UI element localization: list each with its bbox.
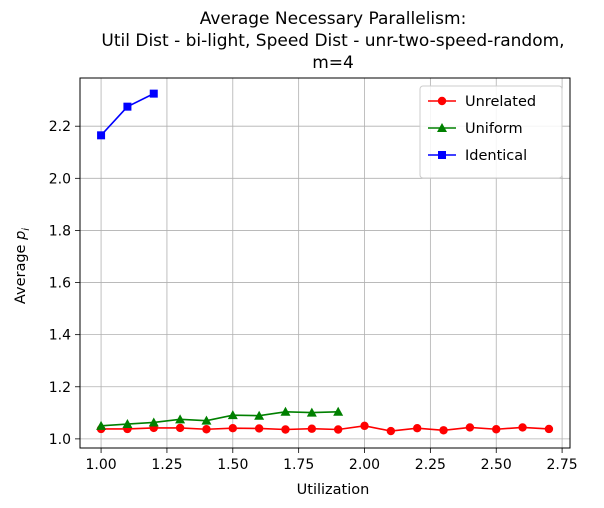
data-point-uniform <box>333 406 344 416</box>
legend-item-unrelated: Unrelated <box>428 94 536 110</box>
data-point-unrelated <box>281 425 290 434</box>
y-axis-label: Average pi <box>13 228 32 304</box>
x-tick-label: 2.75 <box>547 457 578 473</box>
series-line-identical <box>100 92 155 136</box>
x-tick-label: 1.25 <box>151 457 182 473</box>
legend-marker-unrelated <box>437 96 447 106</box>
chart-title-line-1: Average Necessary Parallelism: <box>200 9 467 29</box>
x-tick-label: 1.50 <box>217 457 248 473</box>
data-point-unrelated <box>175 423 185 433</box>
y-tick-label: 1.6 <box>49 276 71 292</box>
x-tick-label: 1.00 <box>85 457 116 473</box>
legend-label: Uniform <box>465 121 523 137</box>
data-point-unrelated <box>307 424 317 433</box>
data-point-uniform <box>227 410 238 420</box>
data-point-uniform <box>306 407 317 417</box>
y-axis-ticks: 1.0 1.2 1.4 1.6 1.8 2.0 2.2 <box>49 119 80 448</box>
y-axis-label-var: p <box>13 231 29 241</box>
legend-item-identical: Identical <box>428 148 527 164</box>
chart-title: Average Necessary Parallelism: Util Dist… <box>101 9 564 73</box>
y-tick-label: 1.4 <box>49 328 71 344</box>
x-axis-label: Utilization <box>297 482 370 498</box>
x-tick-label: 1.75 <box>283 457 314 473</box>
data-point-unrelated <box>544 424 554 434</box>
data-point-unrelated <box>360 421 369 431</box>
series-line-uniform <box>101 410 339 427</box>
y-tick-label: 2.0 <box>49 171 71 187</box>
legend-item-uniform: Uniform <box>428 121 523 137</box>
data-point-unrelated <box>413 423 422 433</box>
y-axis-label-sub: i <box>21 228 32 231</box>
legend-label: Unrelated <box>465 94 536 110</box>
plot-frame <box>79 77 571 449</box>
data-point-unrelated <box>228 423 237 433</box>
x-tick-label: 2.00 <box>349 457 380 473</box>
series-unrelated <box>96 421 554 436</box>
y-tick-label: 1.0 <box>49 432 71 448</box>
data-point-unrelated <box>465 423 475 432</box>
data-point-unrelated <box>254 424 264 433</box>
chart-title-line-2: Util Dist - bi-light, Speed Dist - unr-t… <box>101 31 564 51</box>
legend: Unrelated Uniform Identical <box>419 85 563 179</box>
legend-label: Identical <box>465 148 527 164</box>
y-tick-label: 1.2 <box>49 380 71 396</box>
series-uniform <box>96 406 344 430</box>
plot-series <box>96 89 554 436</box>
data-point-unrelated <box>518 423 527 432</box>
data-point-unrelated <box>439 426 448 435</box>
data-point-uniform <box>122 419 133 429</box>
data-point-unrelated <box>492 425 501 434</box>
data-point-uniform <box>148 417 159 427</box>
data-point-unrelated <box>333 425 343 434</box>
data-point-uniform <box>96 420 107 430</box>
data-point-identical <box>97 131 106 140</box>
data-point-uniform <box>175 414 186 424</box>
data-point-identical <box>149 89 158 98</box>
x-axis-ticks: 1.00 1.25 1.50 1.75 2.00 2.25 2.50 2.75 <box>85 448 578 473</box>
legend-marker-identical <box>438 151 446 159</box>
data-point-unrelated <box>386 426 396 436</box>
chart-title-line-3: m=4 <box>312 53 354 73</box>
y-tick-label: 1.8 <box>49 223 71 239</box>
data-point-uniform <box>280 406 291 416</box>
data-point-unrelated <box>202 425 211 434</box>
x-tick-label: 2.25 <box>415 457 446 473</box>
legend-marker-uniform <box>437 123 447 132</box>
data-point-uniform <box>254 410 265 420</box>
series-line-unrelated <box>101 425 549 432</box>
series-identical <box>97 89 158 140</box>
y-axis-label-main: Average <box>13 240 29 304</box>
x-tick-label: 2.50 <box>481 457 512 473</box>
data-point-identical <box>123 102 132 111</box>
y-tick-label: 2.2 <box>49 119 71 135</box>
data-point-uniform <box>201 415 212 425</box>
